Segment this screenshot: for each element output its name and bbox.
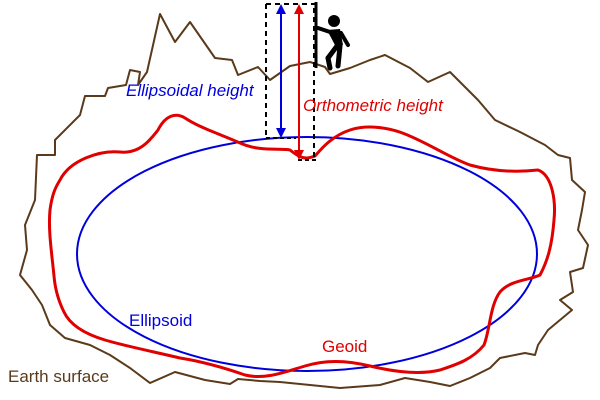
surveyor-person-icon	[314, 2, 350, 71]
orthometric-height-label: Orthometric height	[303, 96, 444, 115]
orthometric-height-arrow	[294, 4, 304, 160]
geoid-outline	[47, 113, 556, 379]
ellipsoid-label: Ellipsoid	[129, 311, 192, 330]
ellipsoid-outline	[76, 136, 538, 372]
ellipsoidal-height-label: Ellipsoidal height	[126, 81, 255, 100]
ellipsoidal-height-arrow	[276, 4, 286, 138]
geoid-label: Geoid	[322, 337, 367, 356]
earth-surface-label: Earth surface	[8, 367, 109, 386]
earth-surface-outline	[19, 13, 589, 389]
